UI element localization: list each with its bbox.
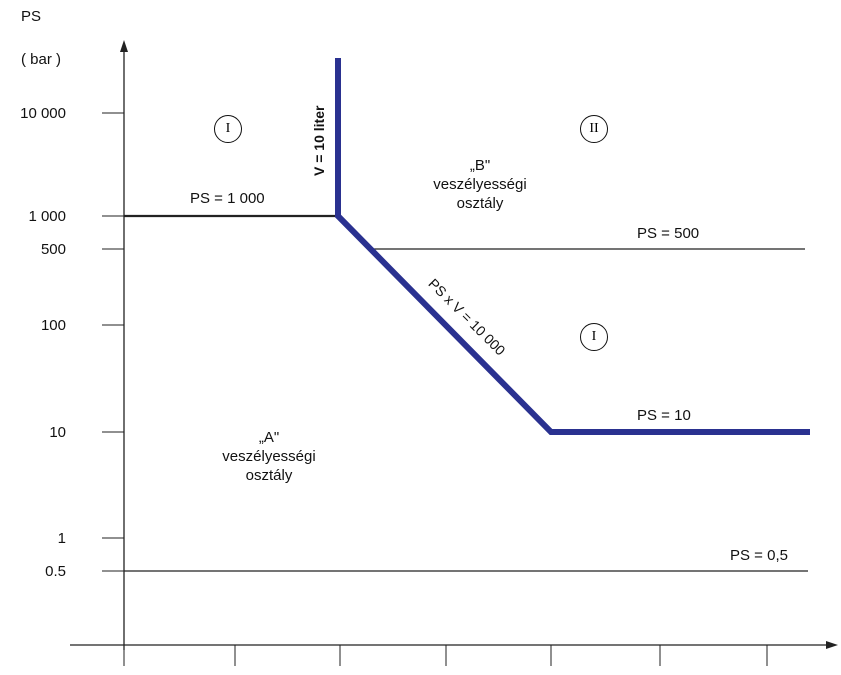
class-b-line-2: veszélyességi <box>433 176 527 193</box>
y-tick-label-10: 10 <box>49 424 66 441</box>
y-tick-label-1000: 1 000 <box>28 208 66 225</box>
region-marker-II: II <box>580 115 608 143</box>
class-a-line-1: „A" <box>258 429 280 446</box>
region-marker-I-mid: I <box>580 323 608 351</box>
y-tick-label-100: 100 <box>40 317 66 334</box>
label-ps-500: PS = 500 <box>637 225 700 242</box>
y-tick-label-1: 1 <box>57 530 66 547</box>
y-tick-label-10000: 10 000 <box>20 105 66 122</box>
class-a-label: „A" veszélyességi osztály <box>184 428 354 485</box>
y-tick-label-05: 0.5 <box>45 563 66 580</box>
y-axis-title: PS <box>21 8 42 25</box>
region-marker-I-top: I <box>214 115 242 143</box>
class-a-line-2: veszélyességi <box>222 448 316 465</box>
class-b-label: „B" veszélyességi osztály <box>395 156 565 213</box>
label-v-10-liter: V = 10 liter <box>311 105 327 176</box>
y-tick-label-500: 500 <box>40 241 66 258</box>
class-b-line-1: „B" <box>469 157 491 174</box>
y-axis-arrow <box>120 40 128 52</box>
label-ps-10: PS = 10 <box>637 407 691 424</box>
class-b-line-3: osztály <box>456 195 504 212</box>
boundary-blue <box>335 58 810 435</box>
class-a-line-3: osztály <box>245 467 293 484</box>
label-ps-05: PS = 0,5 <box>730 547 788 564</box>
label-ps-1000: PS = 1 000 <box>190 190 265 207</box>
x-axis-arrow <box>826 641 838 649</box>
y-axis-unit: ( bar ) <box>21 51 62 68</box>
